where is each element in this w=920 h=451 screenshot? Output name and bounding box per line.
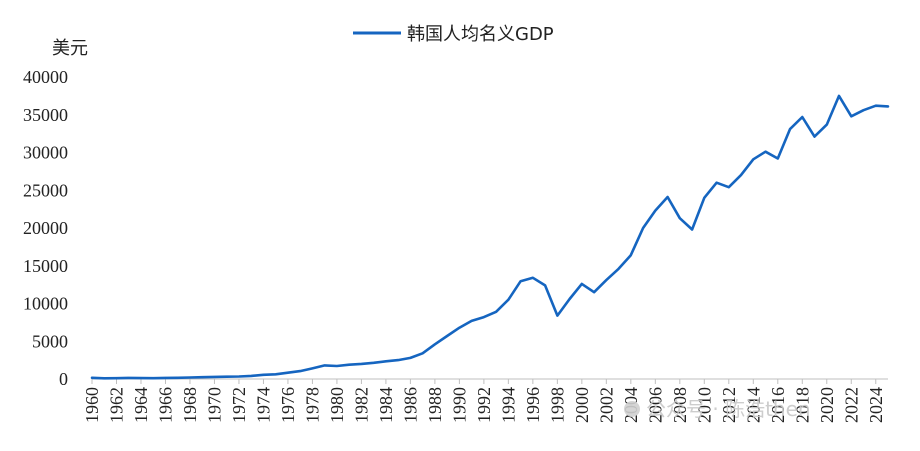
x-tick-label: 1962 bbox=[106, 387, 126, 423]
x-tick-label: 1974 bbox=[253, 387, 273, 423]
x-tick-label: 1972 bbox=[229, 387, 249, 423]
x-tick-label: 1960 bbox=[82, 387, 102, 423]
x-tick-label: 1980 bbox=[327, 387, 347, 423]
y-tick-label: 5000 bbox=[32, 331, 68, 351]
y-axis-label: 美元 bbox=[52, 38, 88, 59]
x-tick-label: 2006 bbox=[645, 387, 665, 423]
x-tick-label: 2014 bbox=[743, 387, 763, 423]
x-tick-label: 1990 bbox=[449, 387, 469, 423]
x-tick-label: 1998 bbox=[547, 387, 567, 423]
y-tick-label: 30000 bbox=[23, 143, 68, 163]
y-tick-label: 20000 bbox=[23, 218, 68, 238]
x-tick-label: 1994 bbox=[498, 387, 518, 423]
watermark-logo-icon bbox=[624, 401, 640, 417]
x-tick-label: 1976 bbox=[278, 387, 298, 423]
x-tick-label: 2020 bbox=[817, 387, 837, 423]
y-tick-label: 0 bbox=[59, 369, 68, 389]
x-tick-label: 2024 bbox=[866, 387, 886, 423]
y-tick-label: 15000 bbox=[23, 256, 68, 276]
x-tick-label: 1996 bbox=[523, 387, 543, 423]
x-tick-label: 1986 bbox=[400, 387, 420, 423]
x-tick-label: 1978 bbox=[302, 387, 322, 423]
x-tick-label: 1970 bbox=[204, 387, 224, 423]
x-tick-label: 2002 bbox=[596, 387, 616, 423]
watermark: 公众号 · 陈浩then bbox=[624, 397, 811, 421]
x-axis: 1960 1962 1964 1966 1968 1970 1972 1974 1976 1978… bbox=[82, 379, 886, 423]
watermark-text: 公众号 · 陈浩then bbox=[646, 397, 811, 421]
legend-label: 韩国人均名义GDP bbox=[407, 24, 554, 45]
y-tick-label: 10000 bbox=[23, 294, 68, 314]
x-tick-label: 1968 bbox=[180, 387, 200, 423]
x-tick-label: 2022 bbox=[841, 387, 861, 423]
x-tick-label: 2016 bbox=[768, 387, 788, 423]
x-tick-label: 2018 bbox=[792, 387, 812, 423]
x-tick-label: 2012 bbox=[719, 387, 739, 423]
y-tick-label: 35000 bbox=[23, 105, 68, 125]
x-tick-label: 1964 bbox=[131, 387, 151, 423]
x-tick-label: 2008 bbox=[670, 387, 690, 423]
x-tick-label: 1982 bbox=[351, 387, 371, 423]
x-tick-label: 1992 bbox=[474, 387, 494, 423]
series-line-korea-gdp-per-capita bbox=[90, 94, 890, 380]
y-tick-label: 40000 bbox=[23, 67, 68, 87]
legend: 韩国人均名义GDP bbox=[353, 24, 554, 45]
x-tick-label: 1966 bbox=[155, 387, 175, 423]
x-tick-label: 2000 bbox=[572, 387, 592, 423]
x-tick-label: 2010 bbox=[694, 387, 714, 423]
y-tick-label: 25000 bbox=[23, 180, 68, 200]
x-tick-label: 1988 bbox=[425, 387, 445, 423]
y-axis: 0 5000 10000 15000 20000 25000 30000 35000 40000 bbox=[23, 67, 68, 389]
x-tick-label: 1984 bbox=[376, 387, 396, 423]
